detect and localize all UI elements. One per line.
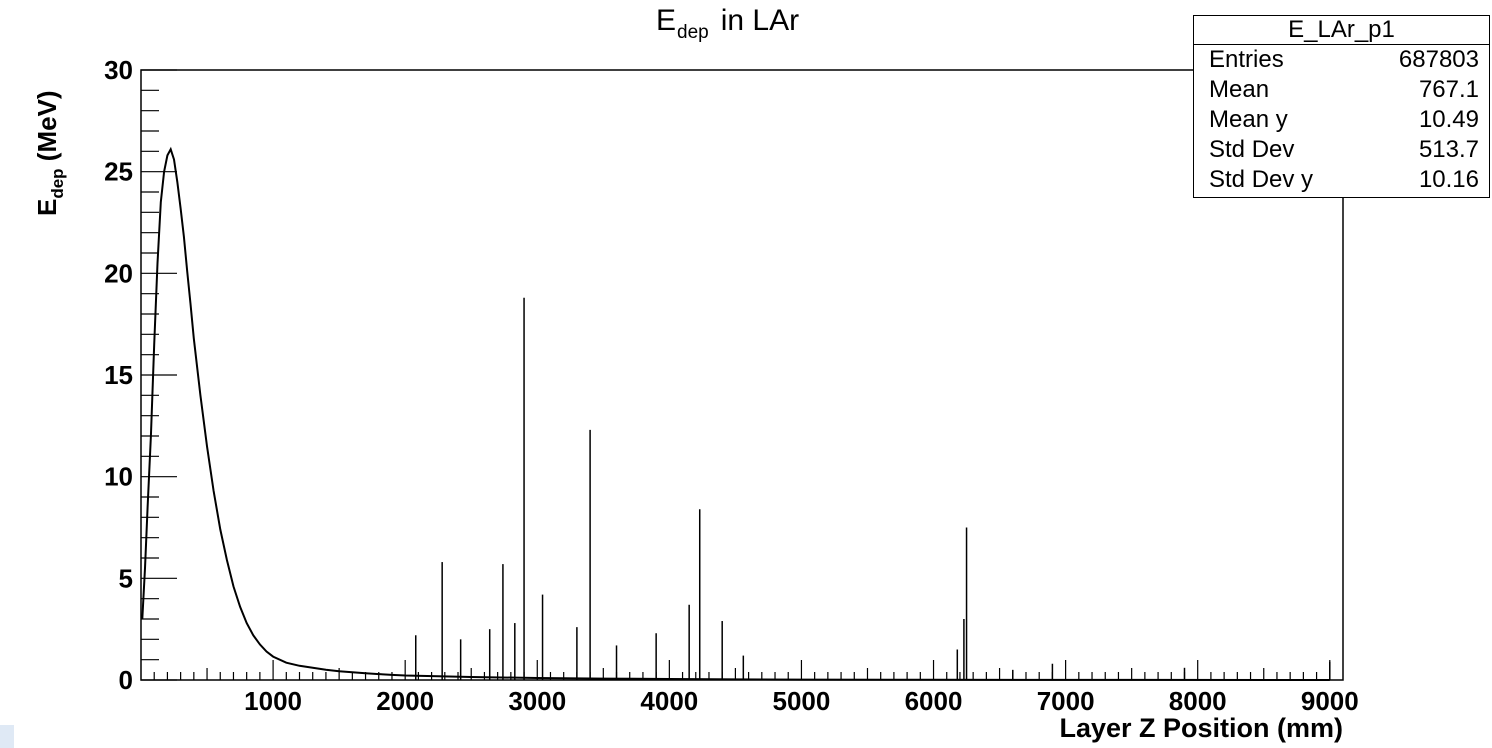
- spike-series: [414, 297, 1331, 680]
- x-tick-label: 7000: [1037, 686, 1095, 716]
- stats-row: Std Dev 513.7: [1194, 135, 1489, 165]
- x-tick-label: 6000: [905, 686, 963, 716]
- y-tick-label: 25: [104, 157, 133, 187]
- x-tick-label: 8000: [1169, 686, 1227, 716]
- y-tick-label: 0: [119, 665, 133, 695]
- stats-box: E_LAr_p1 Entries 687803 Mean 767.1 Mean y 1…: [1193, 15, 1490, 198]
- stats-row: Entries 687803: [1194, 45, 1489, 75]
- window-corner: [0, 725, 14, 748]
- title-subscript: dep: [677, 22, 709, 43]
- x-tick-label: 9000: [1301, 686, 1359, 716]
- stats-label: Std Dev: [1209, 136, 1295, 163]
- stats-row: Mean y 10.49: [1194, 105, 1489, 135]
- y-tick-label: 15: [104, 360, 133, 390]
- y-tick-label: 10: [104, 462, 133, 492]
- y-tick-label: 20: [104, 258, 133, 288]
- edep-curve: [141, 146, 1330, 681]
- stats-value: 767.1: [1418, 76, 1479, 103]
- title-suffix: in LAr: [720, 4, 800, 37]
- y-tick-label: 5: [119, 563, 133, 593]
- plot-frame: [140, 69, 1344, 681]
- y-tick-label: 30: [104, 55, 133, 85]
- x-tick-label: 5000: [773, 686, 831, 716]
- x-axis: 1000 2000 3000 4000 5000 6000 7000 8000 9000: [153, 660, 1359, 716]
- stats-value: 687803: [1398, 46, 1479, 73]
- stats-label: Mean: [1209, 76, 1270, 103]
- title-main: E: [656, 4, 677, 37]
- y-axis: 0 5 10 15 20 25 30: [104, 55, 177, 695]
- y-axis-label: Edep (MeV): [32, 90, 67, 216]
- x-tick-label: 4000: [640, 686, 698, 716]
- stats-value: 10.49: [1418, 106, 1479, 133]
- x-tick-label: 3000: [508, 686, 566, 716]
- stats-label: Mean y: [1209, 106, 1288, 133]
- stats-row: Std Dev y 10.16: [1194, 165, 1489, 195]
- x-tick-label: 2000: [376, 686, 434, 716]
- x-axis-label: Layer Z Position (mm): [1059, 713, 1343, 743]
- stats-name: E_LAr_p1: [1194, 16, 1489, 45]
- stats-value: 513.7: [1418, 136, 1479, 163]
- stats-row: Mean 767.1: [1194, 75, 1489, 105]
- plot-title: Edep in LAr: [656, 4, 799, 44]
- stats-value: 10.16: [1418, 166, 1479, 193]
- stats-label: Entries: [1209, 46, 1284, 73]
- x-tick-label: 1000: [244, 686, 302, 716]
- stats-label: Std Dev y: [1209, 166, 1314, 193]
